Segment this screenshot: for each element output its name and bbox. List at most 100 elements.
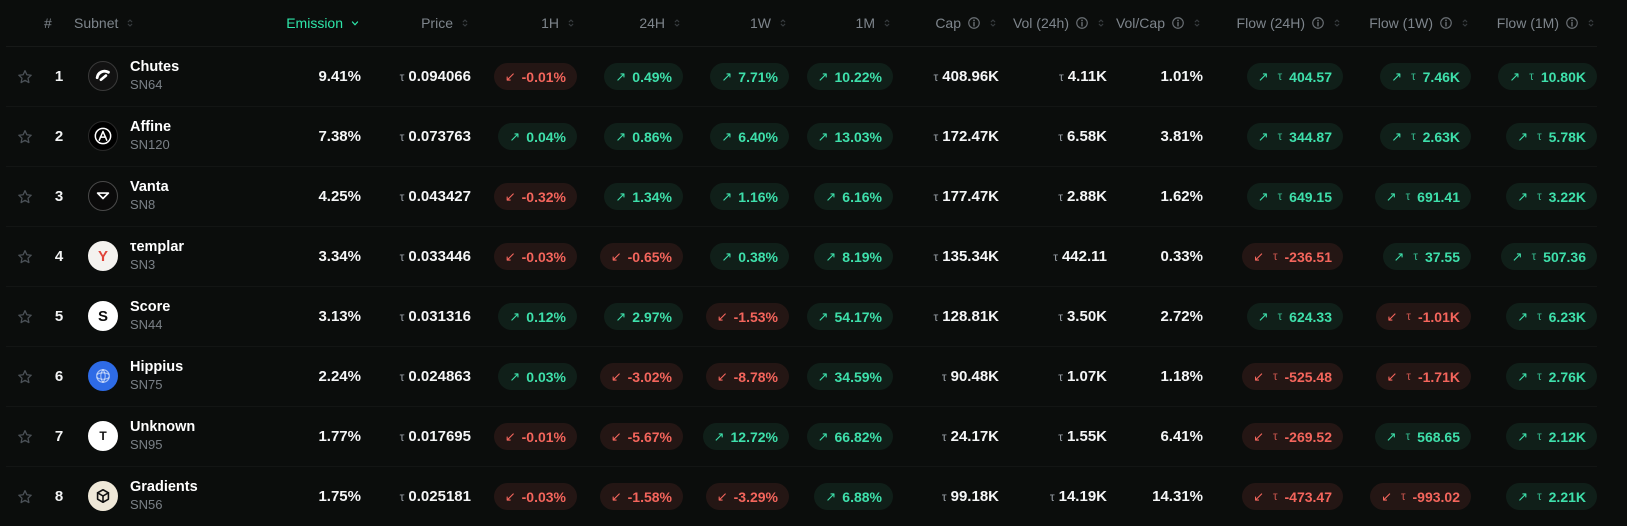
trend-down-icon: ↙ [504,69,516,84]
subnet-row[interactable]: 1 Chutes SN64 9.41% τ 0.094066 ↙ -0.01% ↗ 0.49% ↗ 7… [6,47,1597,107]
trend-up-icon: ↗ [817,369,829,384]
column-label-flow24: Flow (24H) [1236,15,1305,31]
change-h1-pill: ↙ -0.01% [493,63,577,90]
flow24-pill: ↙ τ -269.52 [1242,423,1343,450]
cap-cell: τ 128.81K [893,308,999,325]
price-cell: τ 0.033446 [361,248,471,265]
cap-cell: τ 177.47K [893,188,999,205]
cap-cell: τ 172.47K [893,128,999,145]
subnet-row[interactable]: 8 Gradients SN56 1.75% τ 0.025181 ↙ -0.03% ↙ -1.5… [6,467,1597,526]
change-w1-value: 6.40% [738,128,778,145]
column-header-flow24[interactable]: Flow (24H) [1203,15,1343,31]
rank-cell: 6 [54,368,64,385]
subnet-cell[interactable]: Gradients SN56 [74,479,269,512]
volcap-cell: 6.41% [1107,428,1203,445]
flow24-pill: ↙ τ -525.48 [1242,363,1343,390]
subnet-row[interactable]: 6 Hippius SN75 2.24% τ 0.024863 ↗ 0.03% ↙ -3.02% ↙… [6,347,1597,407]
cube-logo-icon [96,489,110,504]
tau-symbol: τ [1413,250,1418,263]
flow24-cell: ↙ τ -269.52 [1203,423,1343,450]
change-m1-pill: ↗ 6.88% [814,483,893,510]
column-label-flow1w: Flow (1W) [1369,15,1433,31]
column-header-h24[interactable]: 24H [577,15,683,31]
vol24h-cell: τ 6.58K [999,128,1107,145]
subnet-row[interactable]: 5 S Score SN44 3.13% τ 0.031316 ↗ 0.12% ↗ 2.97% ↙ -1… [6,287,1597,347]
trend-up-icon: ↗ [509,129,521,144]
column-header-emission[interactable]: Emission [269,15,361,31]
volcap-value: 1.62% [1160,188,1203,205]
favorite-star-button[interactable] [6,368,44,386]
favorite-star-button[interactable] [6,488,44,506]
star-icon [18,189,32,203]
flow1m-value: 3.22K [1548,188,1586,205]
flow1m-pill: ↗ τ 2.12K [1506,423,1597,450]
change-h1-value: -0.01% [521,68,566,85]
change-m1-pill: ↗ 34.59% [806,363,893,390]
tau-symbol: τ [1537,490,1542,503]
vol24h-value: 2.88K [1066,188,1107,205]
subnet-row[interactable]: 2 Affine SN120 7.38% τ 0.073763 ↗ 0.04% ↗ 0.86% ↗ 6… [6,107,1597,167]
subnet-cell[interactable]: Affine SN120 [74,119,269,152]
tau-symbol: τ [1537,310,1542,323]
cap-value: 135.34K [942,248,999,265]
favorite-star-button[interactable] [6,248,44,266]
column-header-vol24[interactable]: Vol (24h) [999,15,1107,31]
subnet-cell[interactable]: Hippius SN75 [74,359,269,392]
column-header-volcap[interactable]: Vol/Cap [1107,15,1203,31]
tau-symbol: τ [399,69,405,84]
change-w1-value: 0.38% [738,248,778,265]
tau-symbol: τ [933,129,939,144]
h1-cell: ↙ -0.01% [471,63,577,90]
favorite-star-button[interactable] [6,428,44,446]
trend-up-icon: ↗ [1517,489,1529,504]
column-header-subnet[interactable]: Subnet [74,15,269,31]
change-h1-pill: ↗ 0.04% [498,123,577,150]
change-m1-pill: ↗ 10.22% [806,63,893,90]
column-header-w1[interactable]: 1W [683,15,789,31]
column-header-m1[interactable]: 1M [789,15,893,31]
cap-value: 99.18K [950,488,999,505]
column-header-price[interactable]: Price [361,15,471,31]
flow24-cell: ↗ τ 344.87 [1203,123,1343,150]
change-h24-pill: ↙ -0.65% [599,243,683,270]
subnet-row[interactable]: 7 T Unknown SN95 1.77% τ 0.017695 ↙ -0.01% ↙ -5.67… [6,407,1597,467]
vol24h-value: 4.11K [1067,68,1107,85]
h24-cell: ↙ -3.02% [577,363,683,390]
change-w1-value: -1.53% [733,308,778,325]
tau-symbol: τ [941,429,947,444]
flow1m-value: 2.12K [1548,428,1586,445]
info-icon [1172,17,1184,29]
subnet-cell[interactable]: Vanta SN8 [74,179,269,212]
trend-down-icon: ↙ [716,369,728,384]
volcap-value: 3.81% [1160,128,1203,145]
subnet-cell[interactable]: T Unknown SN95 [74,419,269,452]
subnet-cell[interactable]: Chutes SN64 [74,59,269,92]
volcap-cell: 2.72% [1107,308,1203,325]
tau-symbol: τ [1277,190,1283,203]
trend-down-icon: ↙ [1253,489,1264,504]
volcap-value: 0.33% [1160,248,1203,265]
tau-symbol: τ [1272,490,1278,503]
column-header-flow1w[interactable]: Flow (1W) [1343,15,1471,31]
m1-cell: ↗ 10.22% [789,63,893,90]
subnet-row[interactable]: 3 Vanta SN8 4.25% τ 0.043427 ↙ -0.32% ↗ 1.34% ↗ 1.1… [6,167,1597,227]
favorite-star-button[interactable] [6,68,44,86]
subnet-cell[interactable]: S Score SN44 [74,299,269,332]
column-header-flow1m[interactable]: Flow (1M) [1471,15,1597,31]
favorite-star-button[interactable] [6,128,44,146]
sort-icon [1334,19,1340,27]
column-header-cap[interactable]: Cap [893,15,999,31]
column-header-h1[interactable]: 1H [471,15,577,31]
favorite-star-button[interactable] [6,188,44,206]
price-cell: τ 0.073763 [361,128,471,145]
favorite-cell [6,188,44,206]
m1-cell: ↗ 13.03% [789,123,893,150]
tau-symbol: τ [1411,130,1416,143]
table-header-row: # Subnet Emission Price 1H 24H 1W 1M Cap Vol (24h… [6,0,1597,47]
column-header-rank: # [44,15,74,31]
tau-symbol: τ [1277,70,1283,83]
tau-symbol: τ [1537,190,1542,203]
favorite-star-button[interactable] [6,308,44,326]
